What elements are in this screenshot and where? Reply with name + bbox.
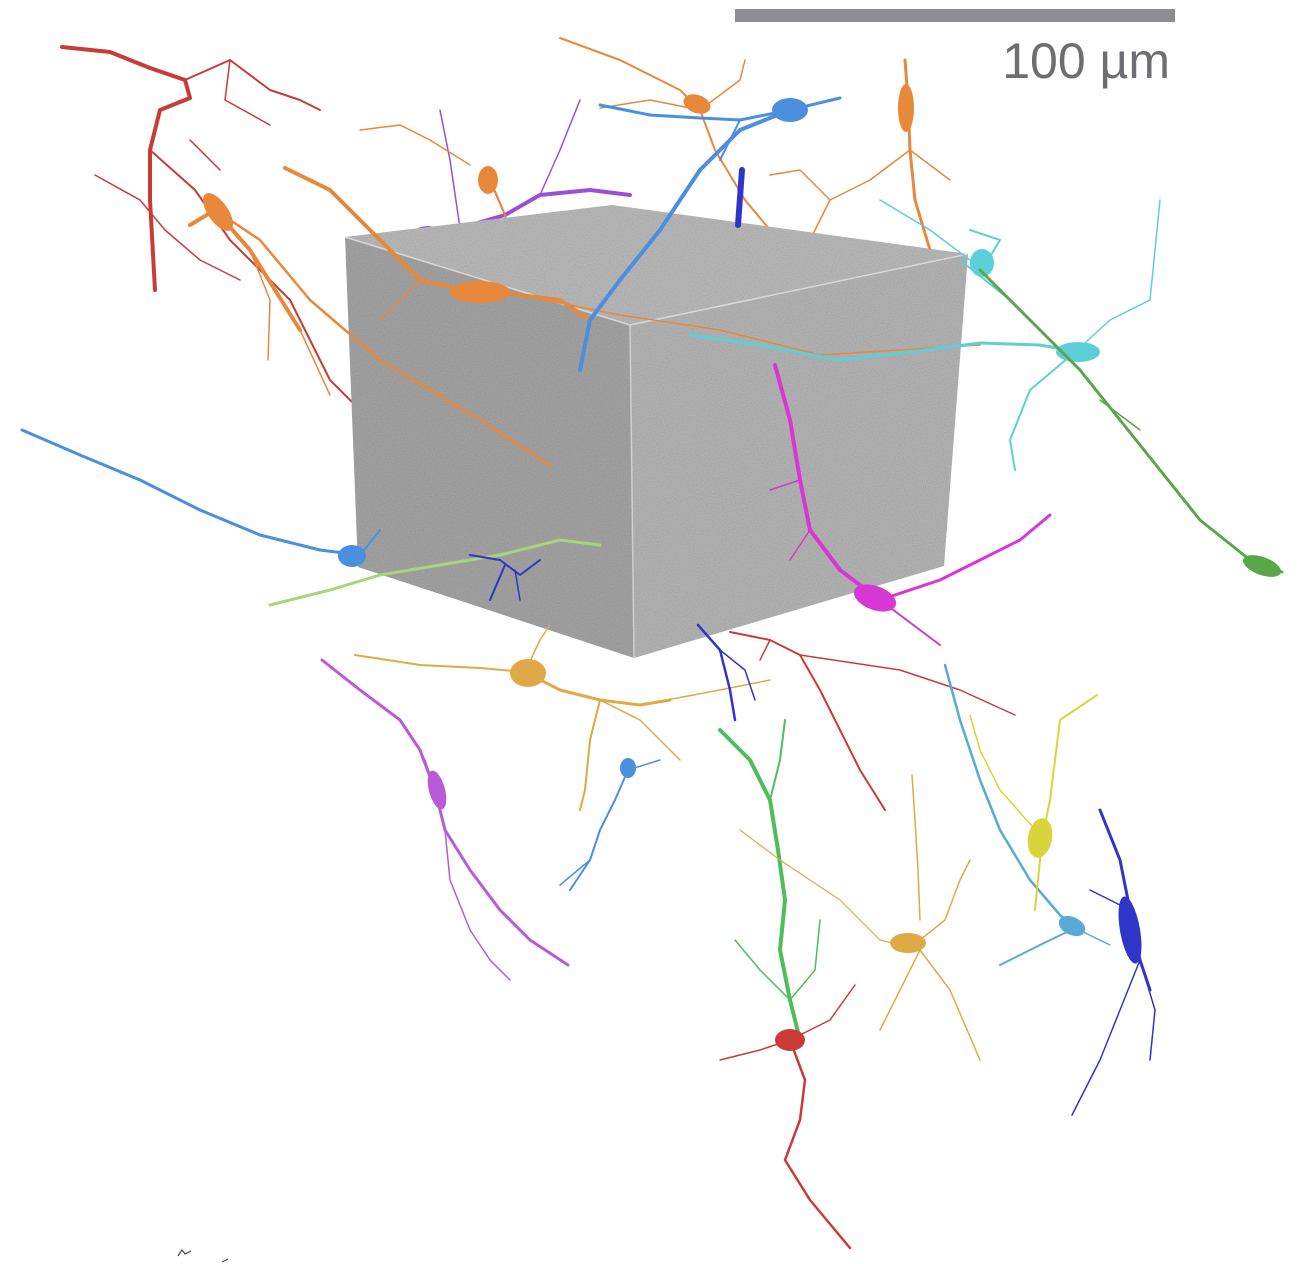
neuron-lime-bottom [718, 719, 821, 1042]
scale-bar [735, 9, 1175, 22]
neuron-orange-crossing [283, 124, 981, 356]
neuron-lightgreen-left [268, 538, 602, 607]
small-artifact [177, 1248, 229, 1263]
neuron-orange-left [188, 193, 552, 467]
neuron-cyan-soma [969, 229, 1001, 277]
neuron-magenta [769, 363, 1052, 646]
neuron-darkblue-right [1071, 808, 1156, 1116]
em-volume-top-face [345, 205, 968, 325]
neuron-darkblue-front [469, 554, 541, 601]
neuron-gold-bottom [739, 774, 981, 1061]
neuron-sky-right [943, 663, 1111, 966]
neuron-blue-left [20, 428, 381, 567]
neuron-red-below [729, 631, 1016, 811]
neuron-yellow-right [969, 694, 1098, 911]
scale-bar-label: 100 µm [1002, 33, 1170, 89]
neuron-violet [320, 658, 570, 981]
neuron-orange-top [559, 37, 771, 231]
neuron-darkblue-below [696, 623, 756, 722]
neuron-blue-small [559, 758, 661, 891]
neuron-gold-middle [354, 624, 771, 811]
neuron-darkblue-top [735, 167, 745, 228]
neuron-red-bottom [719, 984, 856, 1250]
neuron-green-right [978, 268, 1284, 577]
em-volume-front-face [345, 237, 634, 658]
neurons-in-front-of-volume [20, 96, 1284, 1250]
neuron-red-top-left [60, 45, 461, 501]
neuron-blue-top [578, 96, 842, 372]
